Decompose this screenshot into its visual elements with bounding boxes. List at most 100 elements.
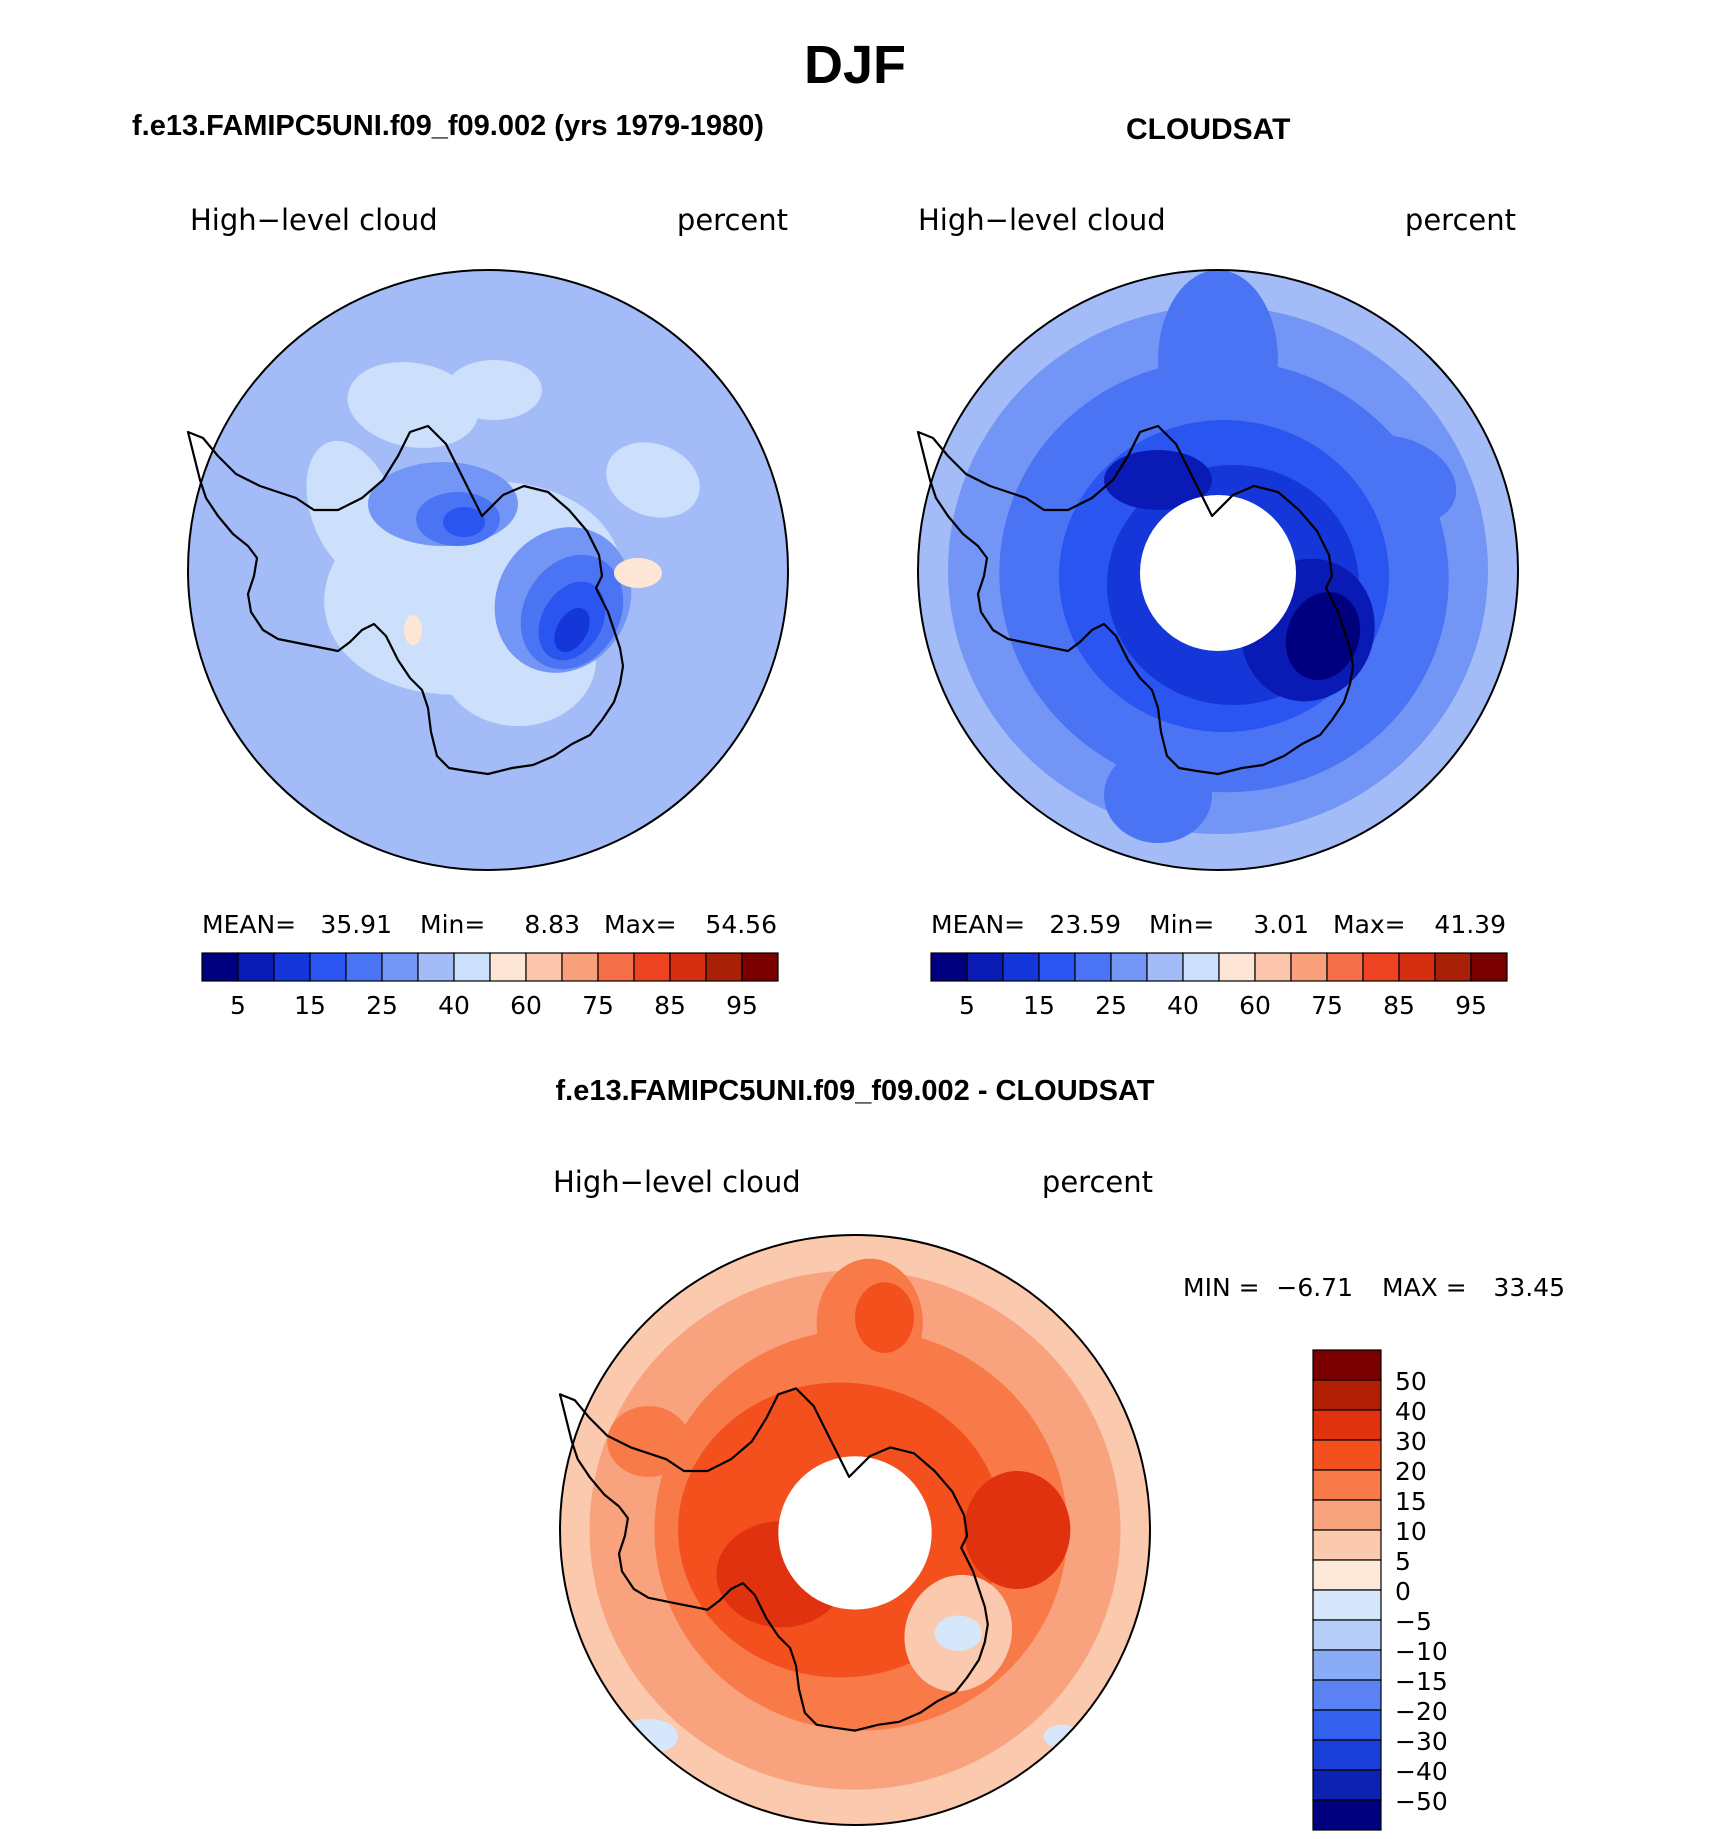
panel2-colorbar-label: 85 [1383,991,1415,1020]
panel3-colorbar-label: −50 [1395,1787,1448,1816]
panel1-colorbar-swatch [201,952,239,982]
panel3-colorbar-swatch [1312,1679,1382,1711]
panel3-colorbar-label: 0 [1395,1577,1411,1606]
panel2-colorbar-swatch [966,952,1004,982]
panel3-colorbar-label: −30 [1395,1727,1448,1756]
panel1-colorbar-swatch [705,952,743,982]
panel2-title: CLOUDSAT [1126,113,1291,146]
panel1-mean-label: MEAN= [202,910,296,939]
panel2-colorbar-swatch [1002,952,1040,982]
panel3-missing-data-hole [778,1456,932,1610]
panel3-map-field [560,1235,1150,1825]
panel3-colorbar-swatch [1312,1559,1382,1591]
panel2-max-value: 41.39 [1434,910,1506,939]
panel2-colorbar-swatch [1290,952,1328,982]
panel1-colorbar-label: 95 [726,991,758,1020]
panel1-colorbar-swatch [273,952,311,982]
panel1-colorbar-swatch [741,952,779,982]
panel3-colorbar-label: 5 [1395,1547,1411,1576]
panel1-variable-label: High−level cloud [190,203,438,237]
panel1-colorbar-swatch [561,952,599,982]
panel2-colorbar-label: 95 [1455,991,1487,1020]
panel1-colorbar-label: 5 [230,991,246,1020]
panel3-colorbar-swatch [1312,1499,1382,1531]
panel2-colorbar-swatch [1254,952,1292,982]
panel3-title: f.e13.FAMIPC5UNI.f09_f09.002 - CLOUDSAT [555,1075,1155,1107]
panel1-colorbar-label: 60 [510,991,542,1020]
panel3-colorbar-label: −10 [1395,1637,1448,1666]
panel2-colorbar-label: 5 [959,991,975,1020]
panel1-colorbar-swatch [237,952,275,982]
panel1-max-label: Max= [604,910,677,939]
panel3-colorbar-label: −5 [1395,1607,1432,1636]
panel1-mean-value: 35.91 [320,910,392,939]
panel2-colorbar-swatch [930,952,968,982]
panel3-colorbar-label: 50 [1395,1367,1427,1396]
panel2-mean-value: 23.59 [1049,910,1121,939]
panel1-min-label: Min= [420,910,485,939]
panel2-min-value: 3.01 [1253,910,1309,939]
panel1-min-value: 8.83 [524,910,580,939]
panel2-units-label: percent [1405,203,1516,237]
panel3-colorbar-label: 40 [1395,1397,1427,1426]
panel2-colorbar-swatch [1362,952,1400,982]
panel2-max-label: Max= [1333,910,1406,939]
panel3-variable-label: High−level cloud [553,1165,801,1199]
panel2-colorbar-swatch [1434,952,1472,982]
panel3-max-value: 33.45 [1493,1273,1565,1302]
panel3-min-label: MIN = [1183,1273,1260,1302]
panel3-colorbar-swatch [1312,1649,1382,1681]
panel1-colorbar-swatch [669,952,707,982]
panel3-colorbar-swatch [1312,1799,1382,1831]
panel3-colorbar-swatch [1312,1379,1382,1411]
panel2-coastline [916,424,1355,776]
panel3-colorbar-label: −40 [1395,1757,1448,1786]
panel1-map-border [187,269,789,871]
panel2-map-border [917,269,1519,871]
panel2-missing-data-hole [1140,495,1296,651]
panel3-colorbar-swatch [1312,1709,1382,1741]
panel3-colorbar-label: 20 [1395,1457,1427,1486]
panel3-colorbar-label: 15 [1395,1487,1427,1516]
panel1-colorbar-swatch [489,952,527,982]
panel2-mean-label: MEAN= [931,910,1025,939]
panel3-colorbar-swatch [1312,1739,1382,1771]
panel3-min-value: −6.71 [1276,1273,1353,1302]
panel1-units-label: percent [677,203,788,237]
panel1-colorbar-swatch [525,952,563,982]
panel2-colorbar-swatch [1470,952,1508,982]
panel2-colorbar-swatch [1182,952,1220,982]
panel3-colorbar-swatch [1312,1589,1382,1621]
panel3-colorbar-swatch [1312,1529,1382,1561]
panel3-colorbar-label: 30 [1395,1427,1427,1456]
panel2-min-label: Min= [1149,910,1214,939]
panel1-colorbar-swatch [453,952,491,982]
panel2-colorbar-swatch [1038,952,1076,982]
panel3-colorbar-swatch [1312,1769,1382,1801]
panel3-coastline [558,1387,989,1732]
panel3-colorbar-swatch [1312,1409,1382,1441]
panel3-colorbar-swatch [1312,1619,1382,1651]
panel1-colorbar-label: 25 [366,991,398,1020]
panel3-colorbar-swatch [1312,1469,1382,1501]
panel1-colorbar-label: 85 [654,991,686,1020]
panel1-title: f.e13.FAMIPC5UNI.f09_f09.002 (yrs 1979-1… [132,110,764,142]
figure-title: DJF [803,35,906,95]
panel2-colorbar-label: 60 [1239,991,1271,1020]
panel1-colorbar-label: 15 [294,991,326,1020]
panel3-max-label: MAX = [1382,1273,1467,1302]
panel3-colorbar-swatch [1312,1439,1382,1471]
panel1-colorbar-swatch [417,952,455,982]
panel2-colorbar-swatch [1146,952,1184,982]
panel3-colorbar-swatch [1312,1349,1382,1381]
panel2-variable-label: High−level cloud [918,203,1166,237]
panel3-colorbar-label: −15 [1395,1667,1448,1696]
panel2-colorbar-swatch [1074,952,1112,982]
panel3-map-border [559,1234,1151,1826]
panel1-map-field [188,270,788,870]
panel1-colorbar-swatch [381,952,419,982]
panel1-colorbar-swatch [309,952,347,982]
panel1-colorbar-label: 40 [438,991,470,1020]
panel1-colorbar-swatch [597,952,635,982]
